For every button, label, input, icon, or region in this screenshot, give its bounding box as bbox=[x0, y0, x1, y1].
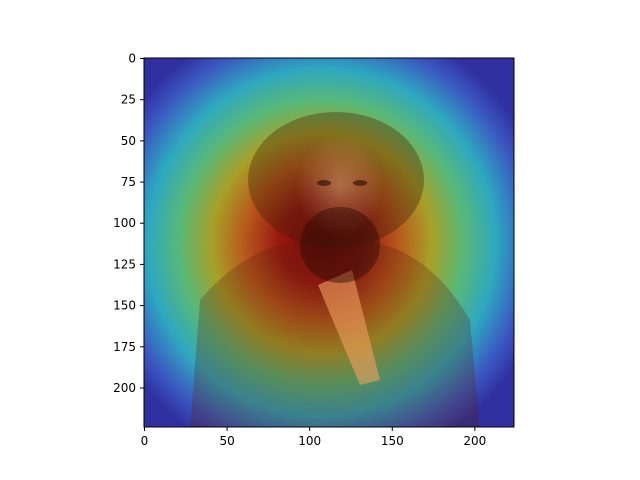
y-axis: 0 25 50 75 100 125 150 175 200 bbox=[113, 52, 144, 395]
y-tick-label: 50 bbox=[121, 134, 136, 148]
x-axis: 0 50 100 150 200 bbox=[141, 427, 486, 448]
x-tick-label: 50 bbox=[219, 434, 234, 448]
y-tick-label: 25 bbox=[121, 93, 136, 107]
beard-shape bbox=[300, 207, 380, 283]
x-tick-label: 200 bbox=[463, 434, 486, 448]
x-tick-label: 150 bbox=[381, 434, 404, 448]
x-tick-label: 100 bbox=[298, 434, 321, 448]
y-tick-label: 0 bbox=[128, 52, 136, 66]
right-eye bbox=[353, 180, 367, 186]
x-tick-label: 0 bbox=[141, 434, 149, 448]
y-tick-label: 75 bbox=[121, 175, 136, 189]
y-tick-label: 100 bbox=[113, 216, 136, 230]
y-tick-label: 125 bbox=[113, 257, 136, 271]
shoulders-shape bbox=[190, 238, 480, 427]
y-tick-label: 150 bbox=[113, 299, 136, 313]
heatmap-image bbox=[144, 58, 514, 427]
shirt-shape bbox=[318, 270, 380, 385]
face-shape bbox=[296, 133, 384, 237]
y-tick-label: 175 bbox=[113, 340, 136, 354]
y-tick-label: 200 bbox=[113, 381, 136, 395]
axes-frame bbox=[143, 57, 515, 428]
left-eye bbox=[317, 180, 331, 186]
